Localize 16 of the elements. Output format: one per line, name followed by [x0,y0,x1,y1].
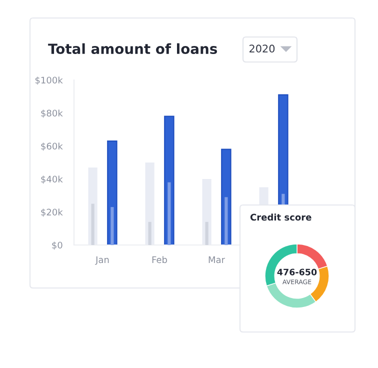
y-tick-label: $80k [41,110,63,118]
text: 476-650 [277,268,317,276]
y-tick-label: $20k [41,208,63,217]
x-tick-label: Jan [95,256,109,265]
y-tick-label: $0 [52,242,62,250]
bar [224,197,228,245]
x-tick-label: Mar [208,256,226,264]
chart-title: Total amount of loans [48,43,218,54]
bar [168,182,171,245]
chart-title: Credit score [250,214,312,221]
y-tick-label: $60k [41,142,63,151]
y-tick-label: $40k [41,176,63,184]
bar [110,207,114,245]
x-tick-label: Feb [152,256,167,264]
text: 2020 [250,44,275,53]
y-tick-label: $100k [35,76,63,85]
